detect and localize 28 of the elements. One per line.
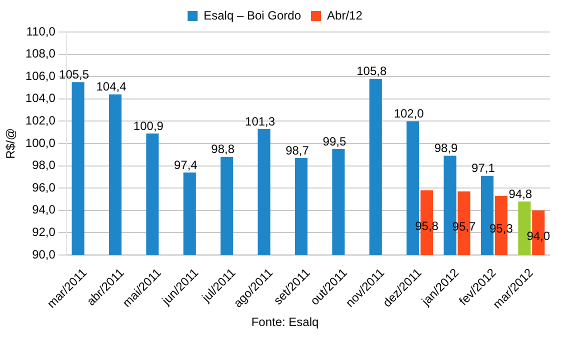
y-tick-label: 98,0	[32, 158, 56, 172]
y-tick-label: 106,0	[25, 68, 56, 83]
y-tick-label: 90,0	[32, 247, 56, 262]
data-label: 100,9	[133, 118, 164, 133]
data-label: 94,8	[508, 186, 532, 201]
y-tick-label: 94,0	[32, 202, 56, 217]
data-label: 97,4	[174, 158, 198, 172]
legend-label: Abr/12	[327, 8, 363, 22]
y-tick-label: 92,0	[32, 224, 56, 239]
y-tick-label: 96,0	[32, 180, 56, 194]
data-label: 98,8	[211, 142, 235, 156]
y-axis-title: R$/@	[4, 128, 18, 159]
data-label: 104,4	[96, 80, 127, 94]
data-label: 98,7	[286, 143, 310, 158]
source-note: Fonte: Esalq	[250, 315, 320, 329]
data-label: 101,3	[245, 114, 276, 128]
y-tick-label: 102,0	[25, 114, 56, 128]
y-tick-label: 104,0	[25, 91, 56, 106]
data-label: 99,5	[322, 134, 346, 148]
data-label: 97,1	[472, 161, 496, 176]
y-tick-label: 110,0	[26, 24, 56, 38]
legend-label: Esalq – Boi Gordo	[204, 8, 302, 22]
data-label: 105,8	[356, 64, 387, 78]
y-tick-label: 108,0	[25, 46, 56, 61]
data-label: 98,9	[434, 141, 458, 156]
y-tick-label: 100,0	[25, 136, 56, 150]
data-label: 102,0	[394, 106, 424, 120]
data-label: 105,5	[59, 67, 90, 82]
